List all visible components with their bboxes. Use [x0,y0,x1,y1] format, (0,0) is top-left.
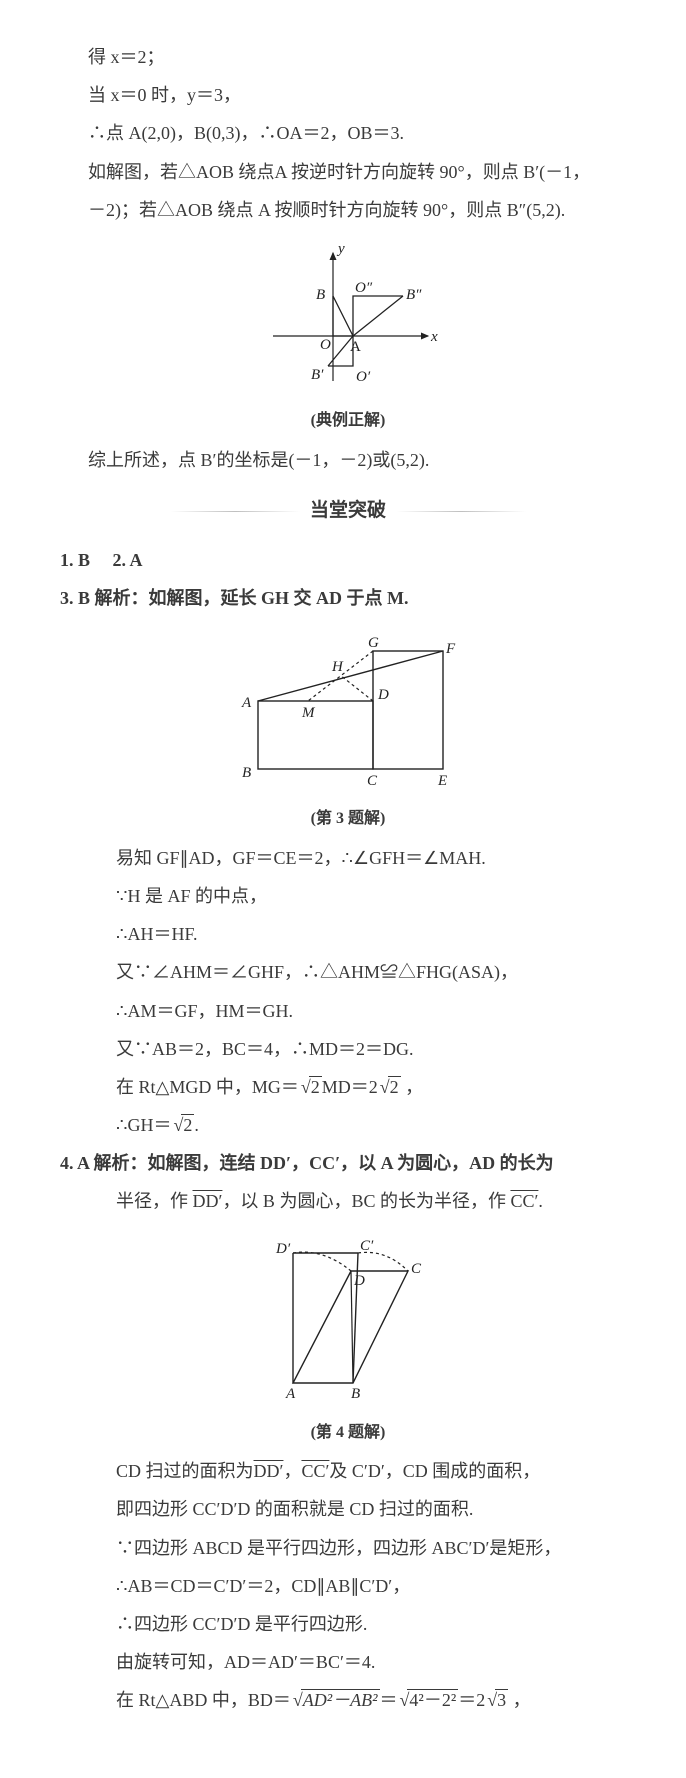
diagram-geometry-3: A B C E D F G H M [228,629,468,789]
svg-text:C: C [411,1261,422,1277]
figure-1: y x O A B O″ B″ O′ B′ (典例正解) [60,241,636,437]
text-line: ∴四边形 CC′D′D 是平行四边形. [60,1607,636,1641]
figure-caption: (第 3 题解) [60,804,636,834]
text-line: 当 x＝0 时，y＝3， [60,78,636,112]
text-line: 易知 GF∥AD，GF＝CE＝2，∴∠GFH＝∠MAH. [60,841,636,875]
text-line: 在 Rt△ABD 中，BD＝AD²－AB²＝4²－2²＝23 ， [60,1683,636,1717]
svg-text:C: C [367,773,378,789]
svg-text:F: F [445,641,456,657]
diagram-coordinate: y x O A B O″ B″ O′ B′ [253,241,443,391]
svg-text:O″: O″ [355,280,373,296]
text-line: 即四边形 CC′D′D 的面积就是 CD 扫过的面积. [60,1492,636,1526]
svg-text:G: G [368,635,379,651]
svg-text:B: B [242,765,251,781]
svg-text:B′: B′ [311,367,324,383]
svg-text:O′: O′ [356,369,371,385]
answer-line-1-2: 1. B 2. A [60,543,636,577]
svg-text:x: x [430,329,438,345]
text-line: 又∵AB＝2，BC＝4，∴MD＝2＝DG. [60,1032,636,1066]
question-4-head: 4. A 解析：如解图，连结 DD′，CC′，以 A 为圆心，AD 的长为 [60,1146,636,1180]
text-line: 又∵∠AHM＝∠GHF，∴△AHM≌△FHG(ASA)， [60,955,636,989]
text-line: ∴AB＝CD＝C′D′＝2，CD∥AB∥C′D′， [60,1569,636,1603]
text-line: ∵四边形 ABCD 是平行四边形，四边形 ABC′D′是矩形， [60,1531,636,1565]
svg-text:O: O [320,337,331,353]
svg-text:H: H [331,659,344,675]
figure-caption: (典例正解) [60,406,636,436]
svg-text:A: A [241,695,252,711]
text-line: ∴GH＝2. [60,1108,636,1142]
text-line: CD 扫过的面积为DD′，CC′及 C′D′，CD 围成的面积， [60,1454,636,1488]
answer-1: 1. B [60,543,90,577]
svg-text:C′: C′ [360,1238,374,1254]
text-line: ∵H 是 AF 的中点， [60,879,636,913]
text-line: 得 x＝2； [60,40,636,74]
text-line: 在 Rt△MGD 中，MG＝2MD＝22 ， [60,1070,636,1104]
diagram-geometry-4: A B C D D′ C′ [248,1233,448,1403]
question-3-head: 3. B 解析：如解图，延长 GH 交 AD 于点 M. [60,581,636,615]
svg-text:D: D [377,687,389,703]
svg-text:B″: B″ [406,287,422,303]
text-line: 如解图，若△AOB 绕点A 按逆时针方向旋转 90°，则点 B′(－1， [60,155,636,189]
svg-text:D: D [353,1273,365,1289]
text-line: 由旋转可知，AD＝AD′＝BC′＝4. [60,1645,636,1679]
text-line: ∴AH＝HF. [60,917,636,951]
text-line: －2)；若△AOB 绕点 A 按顺时针方向旋转 90°，则点 B″(5,2). [60,193,636,227]
svg-text:B: B [351,1386,360,1402]
text-line: 半径，作 DD′，以 B 为圆心，BC 的长为半径，作 CC′. [60,1184,636,1218]
svg-text:B: B [316,287,325,303]
answer-2: 2. A [113,543,143,577]
figure-3: A B C D D′ C′ (第 4 题解) [60,1233,636,1449]
svg-text:A: A [350,339,361,355]
figure-2: A B C E D F G H M (第 3 题解) [60,629,636,835]
text-line: 综上所述，点 B′的坐标是(－1，－2)或(5,2). [60,443,636,477]
svg-text:A: A [285,1386,296,1402]
figure-caption: (第 4 题解) [60,1418,636,1448]
svg-text:M: M [301,705,316,721]
section-banner: 当堂突破 [60,493,636,529]
svg-text:E: E [437,773,447,789]
text-line: ∴点 A(2,0)，B(0,3)，∴OA＝2，OB＝3. [60,116,636,150]
svg-text:y: y [336,241,345,257]
text-line: ∴AM＝GF，HM＝GH. [60,994,636,1028]
svg-text:D′: D′ [275,1241,291,1257]
